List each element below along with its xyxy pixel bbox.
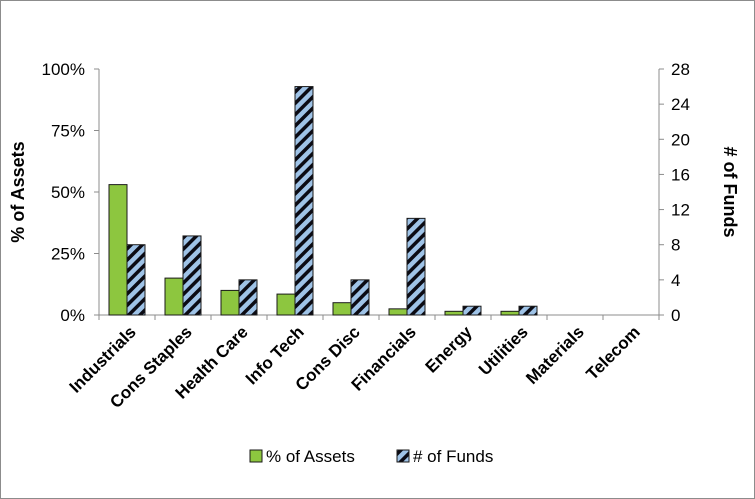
bar-funds [238, 279, 258, 316]
bar-funds [294, 86, 314, 316]
legend-swatch-assets [249, 449, 263, 463]
legend: % of Assets # of Funds [249, 447, 493, 466]
category-label: Energy [422, 322, 477, 377]
y-tick-label: 25% [51, 245, 85, 264]
y-tick-label: 50% [51, 183, 85, 202]
category-label: Materials [522, 322, 588, 388]
bar-assets [444, 310, 464, 316]
bar-funds [182, 235, 202, 316]
bar-funds [518, 305, 538, 316]
y-tick-label: 100% [42, 60, 85, 79]
y2-tick-label: 16 [671, 165, 690, 184]
y-tick-label: 0% [60, 306, 85, 325]
category-label: Utilities [475, 322, 532, 379]
y-tick-label: 75% [51, 122, 85, 141]
bar-assets [164, 277, 184, 316]
bars [108, 86, 538, 316]
bar-assets [276, 293, 296, 316]
category-label: Telecom [583, 322, 644, 383]
y2-axis-title: # of Funds [720, 147, 740, 238]
legend-label-funds: # of Funds [413, 447, 493, 466]
bar-assets [500, 310, 520, 316]
bar-assets [220, 289, 240, 316]
bar-assets [388, 308, 408, 316]
legend-swatch-funds [396, 449, 410, 463]
bar-assets [332, 302, 352, 316]
bar-funds [126, 244, 146, 316]
y-axis-title: % of Assets [8, 141, 28, 242]
y2-tick-label: 4 [671, 271, 680, 290]
y2-tick-label: 0 [671, 306, 680, 325]
y2-tick-label: 20 [671, 130, 690, 149]
bar-assets [108, 184, 128, 316]
legend-label-assets: % of Assets [266, 447, 355, 466]
bar-funds [350, 279, 370, 316]
y2-tick-label: 24 [671, 95, 690, 114]
bar-funds [462, 305, 482, 316]
y2-tick-label: 28 [671, 60, 690, 79]
bar-funds [406, 217, 426, 316]
y2-tick-label: 12 [671, 201, 690, 220]
y2-tick-label: 8 [671, 236, 680, 255]
